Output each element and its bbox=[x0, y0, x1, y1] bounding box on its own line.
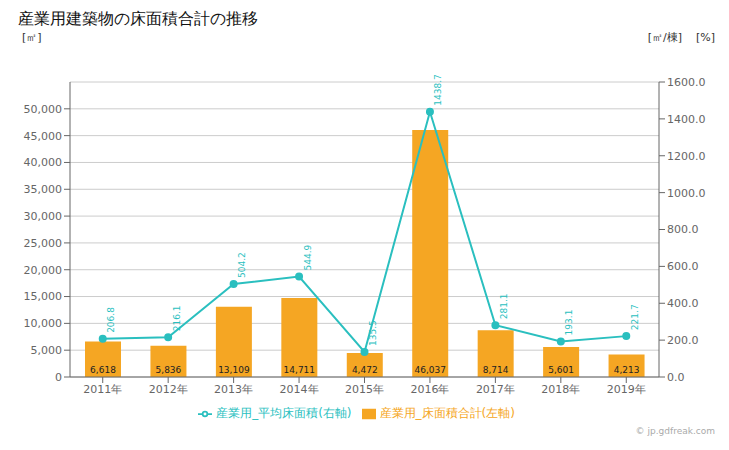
svg-text:221.7: 221.7 bbox=[630, 304, 640, 330]
svg-text:1600.0: 1600.0 bbox=[667, 76, 706, 89]
svg-text:14,711: 14,711 bbox=[284, 365, 316, 375]
html-text:産業用_平均床面積(右軸): 産業用_平均床面積(右軸) bbox=[216, 406, 352, 420]
html-text:© jp.gdfreak.com: © jp.gdfreak.com bbox=[635, 426, 715, 436]
svg-text:8,714: 8,714 bbox=[483, 365, 509, 375]
svg-text:30,000: 30,000 bbox=[24, 210, 63, 223]
svg-text:1000.0: 1000.0 bbox=[667, 187, 706, 200]
svg-text:5,601: 5,601 bbox=[548, 365, 574, 375]
svg-text:193.1: 193.1 bbox=[564, 310, 574, 336]
svg-text:2016年: 2016年 bbox=[410, 383, 449, 396]
svg-text:6,618: 6,618 bbox=[90, 365, 116, 375]
svg-text:1438.7: 1438.7 bbox=[433, 74, 443, 106]
svg-text:2017年: 2017年 bbox=[476, 383, 515, 396]
svg-text:0.0: 0.0 bbox=[667, 371, 685, 384]
svg-text:25,000: 25,000 bbox=[24, 237, 63, 250]
html-text:産業用_床面積合計(左軸): 産業用_床面積合計(左軸) bbox=[379, 406, 515, 420]
svg-text:1200.0: 1200.0 bbox=[667, 150, 706, 163]
svg-text:544.9: 544.9 bbox=[303, 244, 313, 270]
svg-text:4,472: 4,472 bbox=[352, 365, 378, 375]
svg-text:200.0: 200.0 bbox=[667, 334, 699, 347]
svg-text:2015年: 2015年 bbox=[345, 383, 384, 396]
svg-text:600.0: 600.0 bbox=[667, 260, 699, 273]
svg-text:135.5: 135.5 bbox=[368, 320, 378, 346]
svg-text:400.0: 400.0 bbox=[667, 297, 699, 310]
svg-text:216.1: 216.1 bbox=[172, 305, 182, 331]
svg-text:20,000: 20,000 bbox=[24, 264, 63, 277]
html-text:[㎡/棟]: [㎡/棟] bbox=[647, 31, 682, 44]
svg-text:46,037: 46,037 bbox=[414, 365, 446, 375]
svg-text:281.1: 281.1 bbox=[499, 293, 509, 319]
svg-text:45,000: 45,000 bbox=[24, 130, 63, 143]
svg-text:2014年: 2014年 bbox=[280, 383, 319, 396]
svg-text:2013年: 2013年 bbox=[214, 383, 253, 396]
svg-text:2011年: 2011年 bbox=[83, 383, 122, 396]
svg-text:206.8: 206.8 bbox=[106, 307, 116, 333]
svg-text:2019年: 2019年 bbox=[607, 383, 646, 396]
svg-text:40,000: 40,000 bbox=[24, 156, 63, 169]
svg-text:35,000: 35,000 bbox=[24, 183, 63, 196]
svg-text:5,836: 5,836 bbox=[156, 365, 182, 375]
svg-text:504.2: 504.2 bbox=[237, 252, 247, 278]
svg-text:5,000: 5,000 bbox=[31, 344, 63, 357]
svg-text:0: 0 bbox=[55, 371, 62, 384]
svg-text:15,000: 15,000 bbox=[24, 290, 63, 303]
svg-text:13,109: 13,109 bbox=[218, 365, 250, 375]
svg-text:50,000: 50,000 bbox=[24, 103, 63, 116]
svg-text:800.0: 800.0 bbox=[667, 223, 699, 236]
svg-text:10,000: 10,000 bbox=[24, 317, 63, 330]
svg-text:1400.0: 1400.0 bbox=[667, 113, 706, 126]
html-text:産業用建築物の床面積合計の推移: 産業用建築物の床面積合計の推移 bbox=[18, 9, 258, 28]
svg-text:2018年: 2018年 bbox=[541, 383, 580, 396]
svg-text:2012年: 2012年 bbox=[149, 383, 188, 396]
svg-text:4,213: 4,213 bbox=[614, 365, 640, 375]
